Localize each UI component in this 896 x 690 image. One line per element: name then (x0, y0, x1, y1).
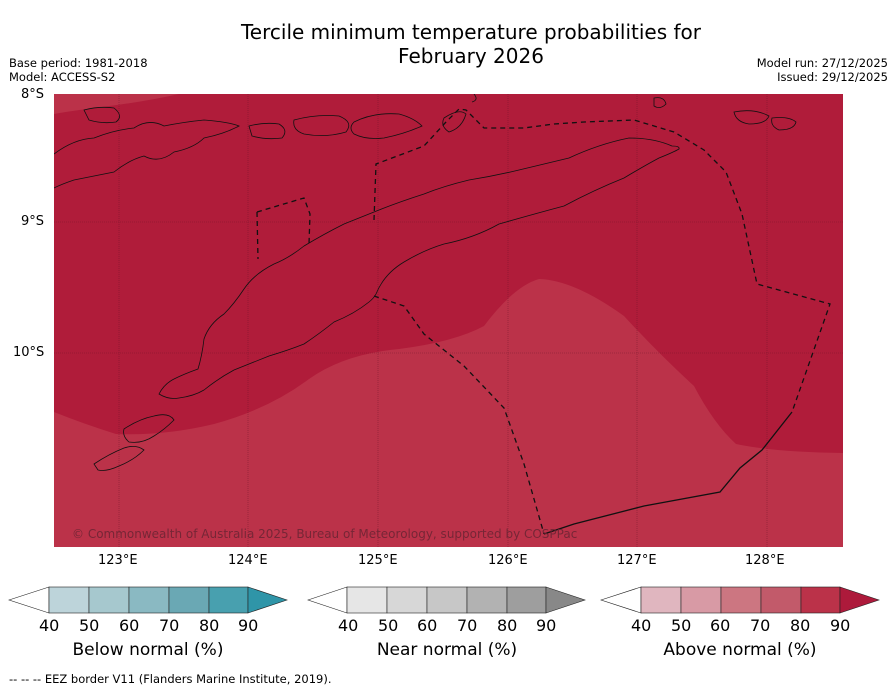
cbar-above-tick: 70 (750, 616, 771, 635)
lon-label-125e: 125°E (358, 553, 398, 568)
model-name: Model: ACCESS-S2 (9, 70, 116, 84)
cbar-below-bin-2 (88, 586, 130, 614)
cbar-below-bin-5 (208, 586, 249, 614)
cbar-above-high-ext (839, 586, 880, 614)
region-above-80-south (54, 279, 843, 547)
cbar-near-bin-1 (346, 586, 388, 614)
cbar-above-bin-3 (720, 586, 762, 614)
cbar-above-bin-2 (680, 586, 722, 614)
cbar-below-low-ext (8, 586, 50, 614)
cbar-below-label: Below normal (%) (72, 640, 224, 660)
coast-semau (123, 414, 175, 443)
cbar-below-high-ext (247, 586, 288, 614)
coast-wetar (350, 113, 423, 139)
meta-right: Model run: 27/12/2025 Issued: 29/12/2025 (757, 56, 888, 84)
base-period: Base period: 1981-2018 (9, 56, 148, 70)
cbar-near-high-ext (545, 586, 586, 614)
coast-rote (93, 446, 145, 471)
cbar-above-tick: 90 (830, 616, 851, 635)
cbar-below-tick: 60 (119, 616, 140, 635)
lon-label-128e: 128°E (745, 553, 785, 568)
map-title: Tercile minimum temperature probabilitie… (0, 20, 896, 68)
coast-island-6 (653, 97, 667, 108)
cbar-above-tick: 80 (790, 616, 811, 635)
colorbar-near (307, 586, 586, 614)
cbar-below-tick: 40 (39, 616, 60, 635)
cbar-below-tick: 90 (238, 616, 259, 635)
coast-timor (158, 137, 680, 399)
lon-label-127e: 127°E (617, 553, 657, 568)
cbar-near-tick: 40 (338, 616, 359, 635)
eez-dashed-south (373, 295, 545, 535)
cbar-near-tick: 60 (417, 616, 438, 635)
eez-border (256, 108, 831, 535)
coast-island-8 (771, 117, 797, 131)
eez-footnote: -- -- -- EEZ border V11 (Flanders Marine… (9, 672, 332, 686)
colorbars (8, 586, 880, 614)
lon-label-123e: 123°E (98, 553, 138, 568)
cbar-above-bin-1 (640, 586, 682, 614)
colorbar-above (600, 586, 880, 614)
cbar-near-tick: 70 (457, 616, 478, 635)
cbar-near-bin-2 (386, 586, 428, 614)
probability-map (54, 94, 843, 547)
cbar-near-bin-5 (506, 586, 547, 614)
title-line-1: Tercile minimum temperature probabilitie… (240, 20, 702, 44)
coast-flores-alor (54, 119, 240, 189)
cbar-near-bin-3 (426, 586, 468, 614)
region-above-80-top (54, 94, 179, 114)
lon-label-124e: 124°E (228, 553, 268, 568)
cbar-below-bin-3 (128, 586, 170, 614)
cbar-above-tick: 60 (710, 616, 731, 635)
cbar-near-tick: 90 (536, 616, 557, 635)
graticule (54, 94, 843, 547)
meta-left: Base period: 1981-2018 Model: ACCESS-S2 (9, 56, 148, 84)
lat-label-10s: 10°S (13, 345, 45, 360)
eez-solid-south (543, 411, 793, 535)
coast-island-1 (83, 106, 120, 124)
cbar-below-bin-1 (48, 586, 90, 614)
issued-date: Issued: 29/12/2025 (777, 70, 888, 84)
cbar-above-label: Above normal (%) (663, 640, 817, 660)
lat-label-8s: 8°S (21, 87, 45, 102)
cbar-above-tick: 50 (671, 616, 692, 635)
lon-label-126e: 126°E (488, 553, 528, 568)
title-line-2: February 2026 (398, 44, 544, 68)
cbar-near-tick: 50 (378, 616, 399, 635)
cbar-above-bin-5 (800, 586, 841, 614)
cbar-near-label: Near normal (%) (376, 640, 518, 660)
cbar-below-bin-4 (168, 586, 210, 614)
cbar-below-tick: 80 (199, 616, 220, 635)
model-run: Model run: 27/12/2025 (756, 56, 888, 70)
cbar-above-bin-4 (760, 586, 802, 614)
cbar-below-tick: 70 (159, 616, 180, 635)
cbar-above-tick: 40 (631, 616, 652, 635)
lat-label-9s: 9°S (21, 214, 45, 229)
copyright-notice: © Commonwealth of Australia 2025, Bureau… (72, 527, 578, 541)
coast-island-7 (733, 110, 770, 125)
coast-island-3 (293, 115, 350, 136)
coast-island-5 (471, 94, 477, 103)
cbar-near-tick: 80 (497, 616, 518, 635)
colorbar-below (8, 586, 288, 614)
cbar-below-tick: 50 (79, 616, 100, 635)
coastlines (54, 94, 797, 471)
cbar-above-low-ext (600, 586, 642, 614)
cbar-near-bin-4 (466, 586, 508, 614)
eez-dashed-north (256, 108, 831, 413)
cbar-near-low-ext (307, 586, 348, 614)
coast-island-2 (248, 122, 286, 140)
